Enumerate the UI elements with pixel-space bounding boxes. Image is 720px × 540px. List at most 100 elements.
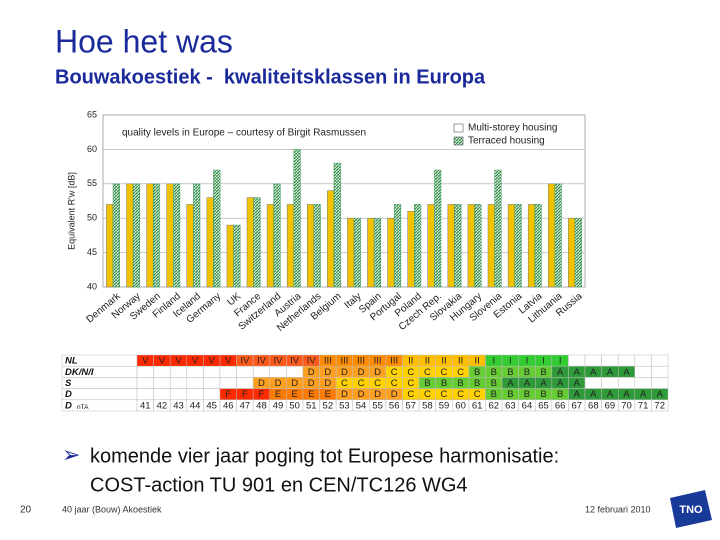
y-tick-label: 50 <box>87 213 97 223</box>
bar <box>273 183 281 288</box>
legend-swatch <box>453 123 464 133</box>
bullet-arrow: ➢ <box>62 442 80 467</box>
table-cell <box>186 365 204 378</box>
cell-text: 51 <box>306 400 317 411</box>
cell-text: A <box>590 389 597 400</box>
cell-text: B <box>491 389 497 400</box>
cell-text: A <box>640 389 647 400</box>
y-tick-label: 55 <box>87 178 97 188</box>
table-cell <box>203 377 221 389</box>
table-cell <box>651 354 669 367</box>
cell-text: A <box>657 389 664 400</box>
cell-text: D <box>308 378 315 389</box>
cell-text: C <box>341 378 348 389</box>
cell-text: B <box>491 367 497 378</box>
cell-text: 66 <box>555 400 566 411</box>
cell-text: 59 <box>439 400 450 411</box>
page-number: 20 <box>20 505 32 516</box>
cell-text: B <box>424 378 430 389</box>
cell-text: B <box>474 367 480 378</box>
cell-text: 44 <box>190 400 201 411</box>
cell-text: D <box>341 389 348 400</box>
bar <box>407 211 415 288</box>
bar <box>152 183 161 288</box>
cell-text: A <box>540 378 547 389</box>
row-label-cell <box>61 399 138 412</box>
cell-text: IV <box>257 356 267 367</box>
bar <box>547 183 556 288</box>
cell-text: A <box>574 378 581 389</box>
cell-text: II <box>441 356 446 367</box>
bar <box>534 204 542 288</box>
bar <box>293 149 301 288</box>
cell-text: 58 <box>422 400 433 411</box>
table-cell <box>169 365 188 378</box>
table-cell <box>617 354 636 367</box>
y-tick-label: 65 <box>87 109 97 119</box>
bar <box>574 217 582 288</box>
cell-text: 41 <box>140 400 151 411</box>
table-cell <box>186 388 204 401</box>
cell-text: A <box>607 367 614 378</box>
cell-text: E <box>291 389 297 400</box>
cell-text: C <box>474 389 481 400</box>
cell-text: B <box>491 378 497 389</box>
cell-text: F <box>259 389 265 400</box>
cell-text: II <box>425 356 430 367</box>
table-cell <box>186 377 204 389</box>
cell-text: V <box>142 356 149 367</box>
cell-text: C <box>407 367 414 378</box>
cell-text: III <box>374 356 382 367</box>
cell-text: A <box>557 378 564 389</box>
bar <box>434 169 442 288</box>
cell-text: 72 <box>654 400 665 411</box>
bar <box>206 197 214 288</box>
cell-text: C <box>441 389 448 400</box>
cell-text: III <box>324 356 332 367</box>
y-tick-label: 60 <box>87 144 97 154</box>
bar <box>467 204 475 288</box>
bar <box>313 204 321 288</box>
bar <box>427 204 435 288</box>
cell-text: B <box>540 389 546 400</box>
cell-text: D <box>341 367 348 378</box>
cell-text: B <box>441 378 447 389</box>
row-label-cell <box>61 377 138 389</box>
table-cell <box>617 377 636 389</box>
table-cell <box>236 377 254 389</box>
row-label: DK/N/I <box>65 367 94 378</box>
bar <box>132 183 141 288</box>
cell-text: A <box>607 389 614 400</box>
bar <box>487 204 495 288</box>
y-tick-label: 40 <box>87 281 97 291</box>
cell-text: 67 <box>571 400 582 411</box>
bar <box>246 197 254 288</box>
bar <box>266 204 274 288</box>
cell-text: C <box>374 378 381 389</box>
cell-text: B <box>507 367 513 378</box>
logo-text: TNO <box>679 504 703 516</box>
bar <box>554 183 562 288</box>
cell-text: 45 <box>206 400 217 411</box>
table-cell <box>136 388 154 401</box>
table-cell <box>601 377 619 389</box>
cell-text: III <box>357 356 365 367</box>
table-cell <box>634 365 652 378</box>
cell-text: 62 <box>488 400 499 411</box>
table-cell <box>136 365 154 378</box>
bullet-line: COST-action TU 901 en CEN/TC126 WG4 <box>90 474 468 496</box>
cell-text: V <box>225 356 232 367</box>
bar <box>507 204 515 288</box>
bar <box>213 169 221 288</box>
bar <box>494 169 502 288</box>
cell-text: C <box>457 389 464 400</box>
bar <box>353 217 361 288</box>
table-cell <box>153 377 171 389</box>
row-label-cell <box>61 388 138 401</box>
table-cell <box>269 365 287 378</box>
plot-area <box>102 114 586 288</box>
cell-text: E <box>325 389 331 400</box>
cell-text: 60 <box>455 400 466 411</box>
cell-text: B <box>540 367 546 378</box>
legend-label: Multi-storey housing <box>468 123 557 134</box>
